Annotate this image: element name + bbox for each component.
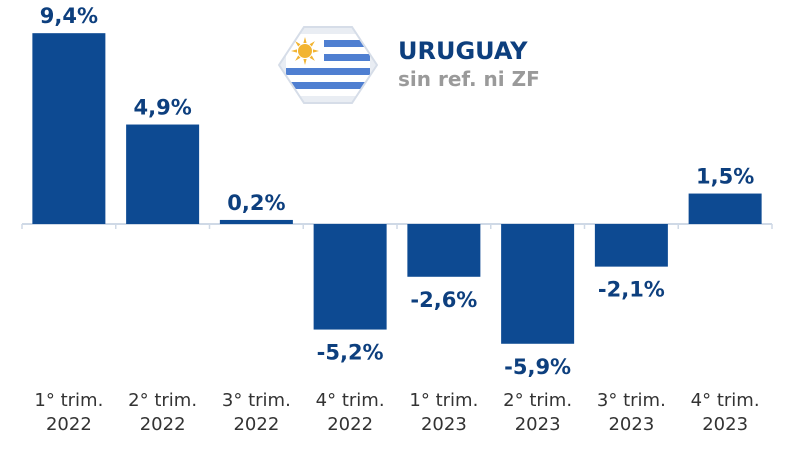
bar [32,33,106,225]
data-label: -2,1% [598,278,665,302]
legend: URUGUAY sin ref. ni ZF [277,26,540,104]
data-label: -5,9% [504,355,571,379]
x-tick-labels-group: 1° trim. 2022 2° trim. 2022 3° trim. 2022 4° t… [34,390,759,435]
data-label: 1,5% [696,165,754,189]
x-tick-label: 3° trim. [597,390,666,411]
x-tick-label: 2° trim. [503,390,572,411]
x-tick-label: 1° trim. [409,390,478,411]
x-tick-label: 2023 [702,414,748,435]
x-tick-label: 2023 [608,414,654,435]
data-label: -2,6% [410,288,477,312]
x-tick-label: 2022 [233,414,279,435]
legend-title: URUGUAY [398,37,528,65]
x-tick-label: 2022 [327,414,373,435]
legend-subtitle: sin ref. ni ZF [398,67,540,91]
x-tick-label: 4° trim. [691,390,760,411]
bar [407,224,481,277]
x-tick-label: 4° trim. [316,390,385,411]
data-label: -5,2% [317,341,384,365]
bar [594,224,668,267]
x-tick-label: 2° trim. [128,390,197,411]
x-tick-label: 2022 [46,414,92,435]
bar [501,224,575,344]
uruguay-flag-icon [277,26,379,104]
data-label: 9,4% [40,4,98,28]
x-tick-label: 3° trim. [222,390,291,411]
value-labels-group: 9,4% 4,9% 0,2% -5,2% -2,6% -5,9% -2,1% 1,5% [40,4,755,379]
x-tick-label: 2023 [421,414,467,435]
x-tick-label: 2022 [140,414,186,435]
data-label: 0,2% [227,191,285,215]
bar [313,224,387,330]
x-tick-label: 2023 [515,414,561,435]
bar [219,219,293,224]
x-tick-label: 1° trim. [34,390,103,411]
bar [126,124,200,224]
data-label: 4,9% [134,96,192,120]
bars-group [21,33,773,344]
bar [688,193,762,224]
